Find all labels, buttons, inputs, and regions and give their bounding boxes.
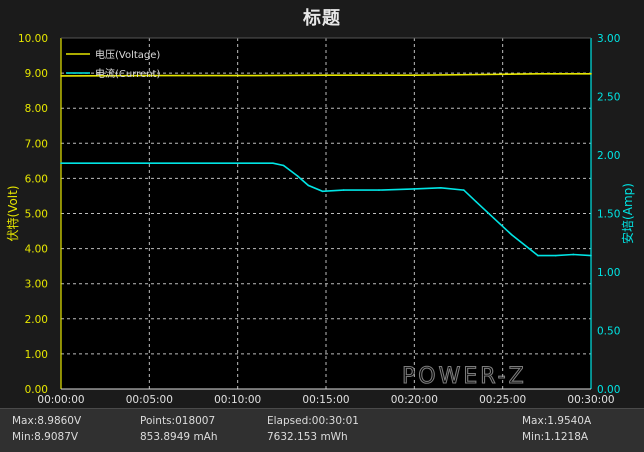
- data-point: [510, 233, 513, 236]
- points-count: Points:018007: [140, 415, 216, 427]
- y-left-tick-label: 0.00: [25, 384, 48, 396]
- y-left-tick-label: 9.00: [25, 68, 48, 80]
- watermark-logo: POWER-Z: [402, 364, 527, 389]
- energy: 7632.153 mWh: [267, 431, 348, 443]
- max-current: Max:1.9540A: [522, 415, 592, 427]
- data-point: [378, 189, 380, 191]
- x-tick-label: 00:30:00: [567, 394, 614, 406]
- data-point: [413, 74, 416, 77]
- data-point: [413, 188, 416, 190]
- y-right-tick-label: 1.50: [597, 209, 620, 221]
- y-right-tick-label: 1.00: [597, 267, 620, 279]
- data-point: [272, 162, 274, 164]
- y-right-tick-label: 2.00: [597, 150, 620, 162]
- y-right-tick-label: 3.00: [597, 33, 620, 45]
- data-point: [325, 74, 327, 77]
- x-tick-label: 00:05:00: [126, 394, 173, 406]
- data-point: [307, 184, 310, 187]
- data-point: [321, 190, 324, 193]
- chart-title: 标题: [303, 8, 341, 29]
- data-point: [493, 217, 495, 219]
- y-right-axis-title: 安培(Amp): [620, 183, 635, 244]
- elapsed-time: Elapsed:00:30:01: [267, 415, 359, 427]
- capacity: 853.8949 mAh: [140, 431, 218, 443]
- y-left-tick-label: 6.00: [25, 173, 48, 185]
- legend-label: 电流(Current): [95, 67, 160, 80]
- data-point: [554, 254, 557, 257]
- y-left-tick-label: 2.00: [25, 314, 48, 326]
- series-line-voltage: [60, 73, 591, 77]
- data-point: [282, 164, 285, 167]
- y-left-tick-label: 8.00: [25, 103, 48, 115]
- data-point: [475, 201, 477, 203]
- data-point: [342, 189, 345, 191]
- min-current: Min:1.1218A: [522, 431, 589, 443]
- data-point: [440, 186, 442, 189]
- y-left-tick-label: 5.00: [25, 209, 48, 221]
- stats-bar: Max:8.9860V Min:8.9087V Points:018007 85…: [0, 408, 644, 452]
- x-tick-label: 00:00:00: [37, 394, 84, 406]
- chart-area: 00:00:00 00:05:00 00:10:00 00:15:00 00:20:00…: [5, 33, 635, 406]
- y-right-tick-label: 0.50: [597, 326, 620, 338]
- x-tick-label: 00:25:00: [479, 394, 526, 406]
- max-voltage: Max:8.9860V: [12, 415, 82, 427]
- data-point: [484, 73, 486, 76]
- data-point: [296, 175, 299, 177]
- y-right-tick-label: 0.00: [597, 384, 620, 396]
- data-point: [537, 254, 539, 257]
- y-left-tick-label: 7.00: [25, 138, 48, 150]
- data-point: [463, 189, 465, 191]
- data-point: [537, 73, 539, 75]
- y-left-tick-label: 1.00: [25, 349, 48, 361]
- data-point: [590, 73, 592, 75]
- data-point: [236, 74, 239, 77]
- y-left-tick-label: 3.00: [25, 279, 48, 291]
- data-point: [590, 254, 592, 257]
- x-tick-label: 00:10:00: [214, 394, 261, 406]
- y-left-tick-label: 4.00: [25, 244, 48, 256]
- legend-label: 电压(Voltage): [95, 48, 160, 61]
- y-left-axis-title: 伏特(Volt): [5, 185, 20, 241]
- data-point: [148, 74, 151, 77]
- data-point: [572, 253, 575, 256]
- min-voltage: Min:8.9087V: [12, 431, 79, 443]
- y-right-tick-label: 2.50: [597, 92, 620, 104]
- y-left-tick-label: 10.00: [18, 33, 48, 45]
- x-tick-label: 00:15:00: [302, 394, 349, 406]
- x-tick-label: 00:20:00: [391, 394, 438, 406]
- data-point: [60, 162, 62, 164]
- data-point: [528, 247, 530, 250]
- data-point: [60, 75, 62, 77]
